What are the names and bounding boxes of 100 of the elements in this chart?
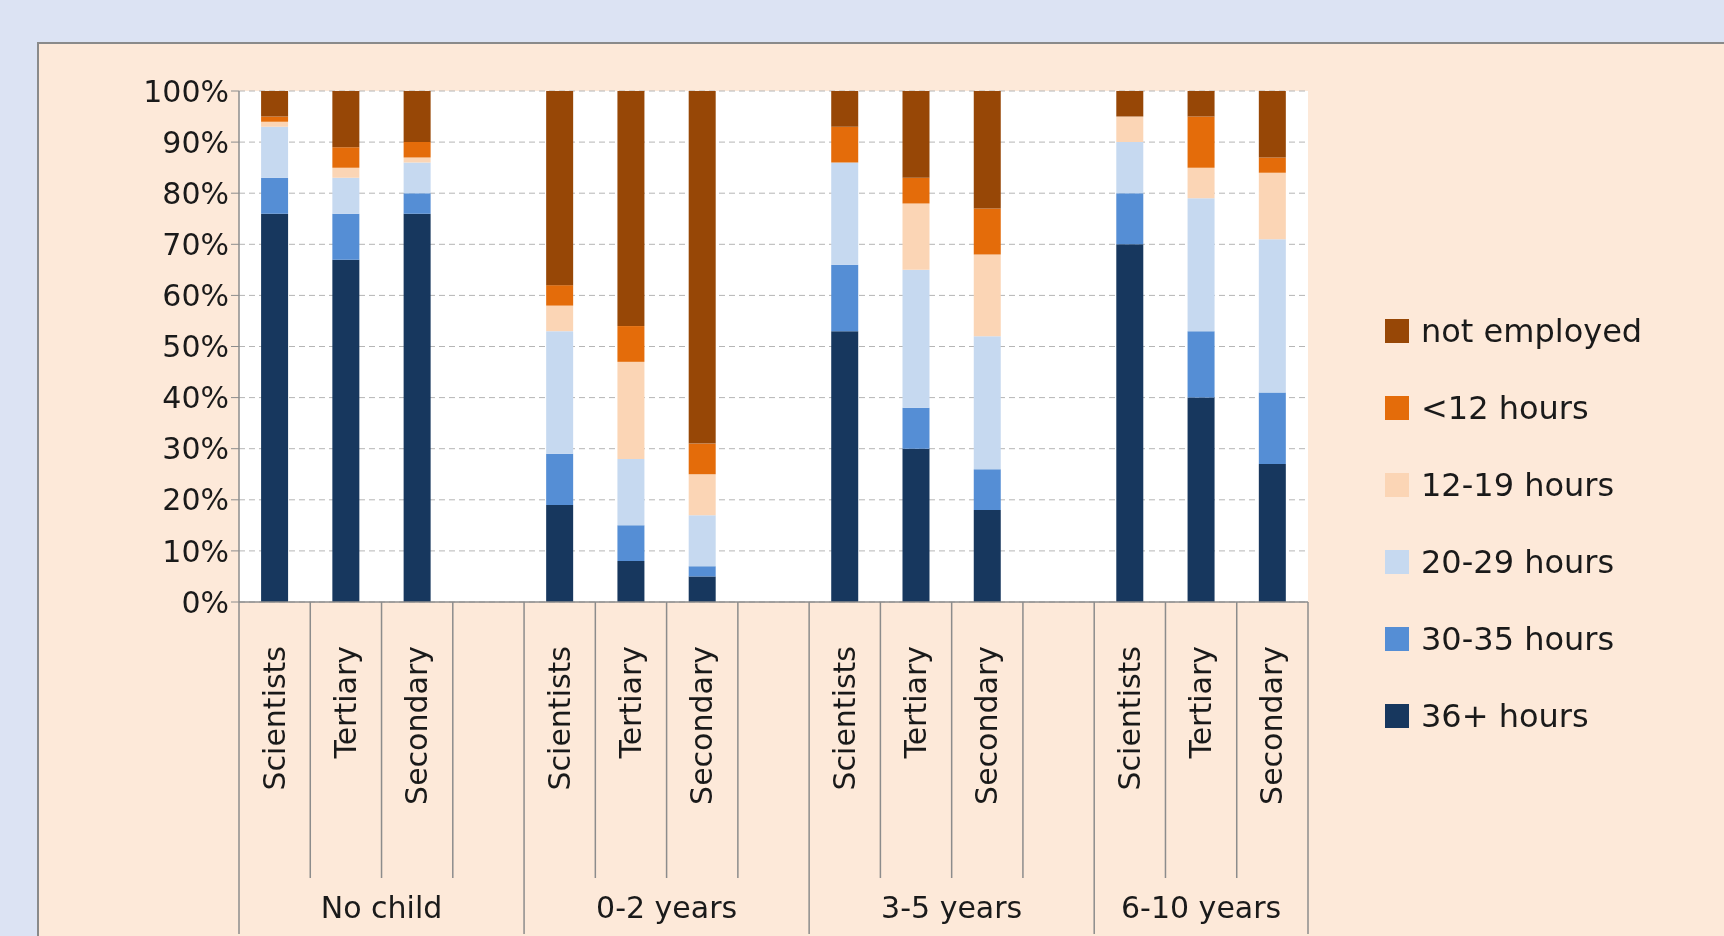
legend-label: <12 hours [1421, 388, 1589, 427]
bar [546, 305, 574, 332]
bar [261, 121, 289, 127]
text: No child [320, 890, 443, 925]
bar [332, 167, 360, 178]
bar [1258, 172, 1286, 240]
bar [403, 91, 431, 143]
bar [688, 566, 716, 577]
x-tick-label: Secondary [399, 646, 435, 805]
y-tick-label: 70% [162, 226, 229, 262]
bar [1258, 392, 1286, 465]
bar [261, 213, 289, 602]
bar [902, 448, 930, 602]
bar [1187, 91, 1215, 117]
x-tick-label: Scientists [826, 646, 862, 791]
bar [1116, 142, 1144, 194]
bar [1187, 116, 1215, 168]
legend-label: 36+ hours [1421, 696, 1589, 735]
bar [617, 458, 645, 526]
bar [617, 361, 645, 459]
bar [403, 157, 431, 163]
bar [546, 453, 574, 505]
x-tick-label: Secondary [684, 646, 720, 805]
bar [973, 510, 1001, 602]
legend-label: 20-29 hours [1421, 542, 1615, 581]
bar [973, 208, 1001, 255]
y-tick-label: 80% [162, 175, 229, 211]
y-tick-label: 0% [181, 584, 229, 620]
bar [1187, 397, 1215, 602]
bar [973, 91, 1001, 209]
x-tick-label: Tertiary [612, 646, 648, 760]
y-tick-label: 10% [162, 533, 229, 569]
text: 3-5 years [881, 890, 1023, 925]
x-tick-label: Tertiary [327, 646, 363, 760]
bar [902, 91, 930, 178]
y-tick-label: 20% [162, 482, 229, 518]
text: 0-2 years [596, 890, 738, 925]
y-tick-label: 30% [162, 431, 229, 467]
bar [1187, 198, 1215, 332]
bar [1187, 331, 1215, 398]
bar [332, 91, 360, 148]
bar [1258, 157, 1286, 173]
bar [902, 177, 930, 204]
bar [546, 91, 574, 286]
bar [1116, 193, 1144, 245]
bar [261, 116, 289, 122]
legend-label: 12-19 hours [1421, 465, 1615, 504]
y-tick-label: 60% [162, 278, 229, 314]
bar [403, 213, 431, 602]
bar [688, 91, 716, 444]
x-tick-label: Scientists [256, 646, 292, 791]
bar [688, 443, 716, 475]
x-tick-label: Tertiary [1183, 646, 1219, 760]
y-tick-label: 100% [143, 73, 229, 109]
bar [1116, 91, 1144, 117]
bar [831, 162, 859, 265]
bar [332, 177, 360, 214]
y-tick-label: 40% [162, 380, 229, 416]
bar [403, 142, 431, 158]
bar [332, 147, 360, 168]
bar [617, 91, 645, 327]
bar [261, 91, 289, 117]
bar [617, 561, 645, 602]
legend-label: not employed [1421, 311, 1643, 350]
x-tick-label: Secondary [969, 646, 1005, 805]
bar [261, 177, 289, 214]
bar [1258, 239, 1286, 393]
bar [973, 254, 1001, 337]
bar [902, 203, 930, 270]
bar [831, 91, 859, 127]
x-tick-label: Tertiary [898, 646, 934, 760]
legend-label: 30-35 hours [1421, 619, 1615, 658]
x-tick-label: Scientists [1111, 646, 1147, 791]
bar [831, 126, 859, 163]
x-tick-label: Scientists [541, 646, 577, 791]
bar [1258, 91, 1286, 158]
bar [1258, 464, 1286, 602]
bar [546, 504, 574, 602]
bar [546, 331, 574, 454]
y-tick-label: 90% [162, 124, 229, 160]
bar [332, 213, 360, 260]
bar [1187, 167, 1215, 199]
y-tick-label: 50% [162, 329, 229, 365]
bar [902, 269, 930, 408]
bar [973, 469, 1001, 511]
bar [403, 162, 431, 194]
text: 6-10 years [1121, 890, 1282, 925]
bar [831, 264, 859, 332]
bar [902, 407, 930, 449]
bar [332, 259, 360, 602]
bar [617, 326, 645, 362]
bar [617, 525, 645, 562]
bar [973, 336, 1001, 470]
bar [546, 285, 574, 306]
bar [1116, 116, 1144, 143]
bar [688, 515, 716, 567]
bar [688, 576, 716, 602]
bar [403, 193, 431, 214]
bar [831, 331, 859, 602]
bar [1116, 244, 1144, 602]
